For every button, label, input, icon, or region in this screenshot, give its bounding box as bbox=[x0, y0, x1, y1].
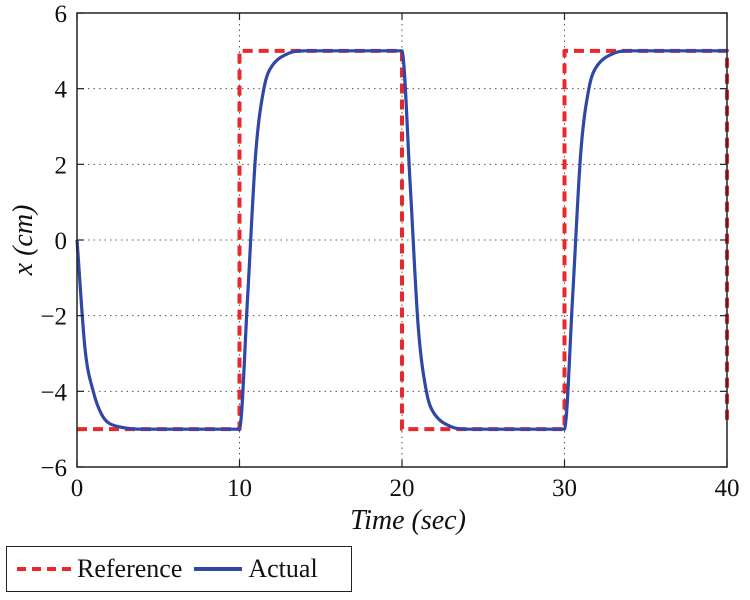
reference-line-swatch bbox=[17, 567, 71, 571]
actual-line-swatch bbox=[194, 567, 243, 571]
legend-label-actual: Actual bbox=[248, 554, 318, 583]
x-tick-label: 30 bbox=[552, 475, 577, 502]
y-tick-labels: −6 −4 −2 0 2 4 6 bbox=[40, 1, 67, 482]
y-tick-label: 0 bbox=[55, 228, 68, 255]
x-tick-label: 10 bbox=[227, 475, 252, 502]
x-tick-label: 20 bbox=[390, 475, 415, 502]
series-layer bbox=[75, 48, 729, 432]
legend-item-reference: Reference bbox=[15, 554, 182, 584]
x-tick-label: 40 bbox=[715, 475, 740, 502]
x-tick-label: 0 bbox=[71, 475, 84, 502]
legend: Reference Actual bbox=[6, 546, 352, 592]
y-tick-label: 6 bbox=[55, 1, 68, 28]
legend-item-actual: Actual bbox=[192, 554, 318, 584]
y-tick-label: 2 bbox=[55, 152, 68, 179]
y-tick-label: −6 bbox=[40, 455, 67, 482]
x-tick-labels: 0 10 20 30 40 bbox=[71, 475, 740, 502]
y-tick-label: 4 bbox=[55, 77, 68, 104]
tick-marks bbox=[76, 12, 728, 468]
y-tick-label: −4 bbox=[40, 379, 67, 406]
legend-label-reference: Reference bbox=[77, 554, 183, 583]
grid-lines bbox=[77, 13, 727, 467]
y-tick-label: −2 bbox=[40, 304, 67, 331]
x-axis-label: Time (sec) bbox=[350, 505, 466, 536]
y-axis-label: x (cm) bbox=[8, 205, 39, 277]
series-line-actual bbox=[75, 49, 727, 431]
